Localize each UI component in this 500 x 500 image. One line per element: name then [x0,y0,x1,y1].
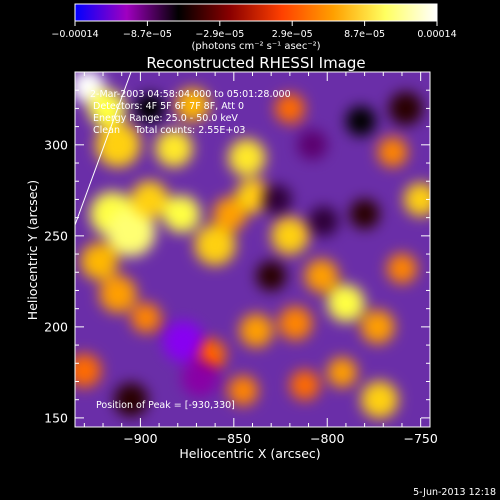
emission-source [271,217,309,255]
y-tick-label: 300 [44,137,68,152]
emission-source [228,375,259,406]
emission-source [131,180,169,219]
emission-source [387,253,417,284]
emission-source [274,93,305,124]
x-tick-label: −750 [403,431,437,446]
detectors-annotation: Detectors: 4F 5F 6F 7F 8F, Att 0 [93,101,244,112]
negative-residual [308,206,339,237]
emission-source [80,242,118,281]
colorbar-tick-label: −0.00014 [51,29,98,40]
colorbar-tick-label: 2.9e−05 [272,29,313,40]
emission-source [327,284,365,322]
y-axis-label: Heliocentric Y (arcsec) [25,180,40,320]
colorbar-unit-label: (photons cm⁻² s⁻¹ asec⁻²) [191,41,320,52]
colorbar-ticks: −0.00014 −8.7e−05 −2.9e−05 2.9e−05 8.7e−05 0.… [51,21,457,40]
emission-source [95,122,141,168]
x-axis-label: Heliocentric X (arcsec) [179,446,320,461]
x-tick-label: −850 [217,431,251,446]
colorbar-tick-label: 8.7e−05 [344,29,385,40]
negative-residual [134,93,165,124]
negative-residual [297,129,328,160]
negative-residual [256,260,287,291]
clean-counts-annotation: Clean Total counts: 2.55E+03 [93,125,245,136]
emission-source [235,178,270,213]
colorbar-tick-label: −2.9e−05 [195,29,244,40]
x-tick-label: −900 [123,431,157,446]
chart-title: Reconstructed RHESSI Image [146,54,365,72]
emission-source [175,87,210,122]
colorbar-tick-label: 0.00014 [417,29,456,40]
emission-source [228,138,266,177]
negative-residual [261,184,292,215]
x-tick-label: −800 [310,431,344,446]
negative-residual [388,91,423,126]
negative-residual [349,199,380,229]
emission-source [360,381,399,419]
emission-source [106,207,156,257]
emission-source [213,197,247,231]
emission-source [289,370,320,401]
emission-source [155,129,193,168]
emission-source [239,313,274,348]
negative-residual [181,359,219,397]
heatmap-layer [75,72,430,419]
negative-residual [162,320,204,362]
y-axis-ticks: 150 200 250 300 [44,71,430,425]
emission-source [88,89,126,128]
emission-source [194,224,236,266]
emission-source [403,182,430,217]
emission-source [162,195,201,233]
negative-residual [114,382,148,417]
y-tick-label: 250 [44,228,68,243]
emission-source [99,275,137,313]
colorbar-tick-label: −8.7e−05 [123,29,172,40]
emission-source [304,259,339,293]
y-tick-label: 150 [44,410,68,425]
emission-source [377,137,408,168]
generation-date: 5-Jun-2013 12:18 [413,487,496,498]
solar-limb-line [75,72,132,226]
emission-source [278,306,313,341]
colorbar [74,3,438,22]
emission-source [131,302,161,333]
negative-residual [345,106,376,137]
time-range-annotation: 2-Mar-2003 04:58:04.000 to 05:01:28.000 [90,89,291,100]
energy-range-annotation: Energy Range: 25.0 - 50.0 keV [93,113,238,124]
emission-source [360,310,395,344]
emission-source [327,357,358,388]
y-tick-label: 200 [44,319,68,334]
peak-position-annotation: Position of Peak = [-930,330] [96,400,235,411]
emission-source [75,353,102,388]
x-axis-ticks: −900 −850 −800 −750 [83,72,438,446]
